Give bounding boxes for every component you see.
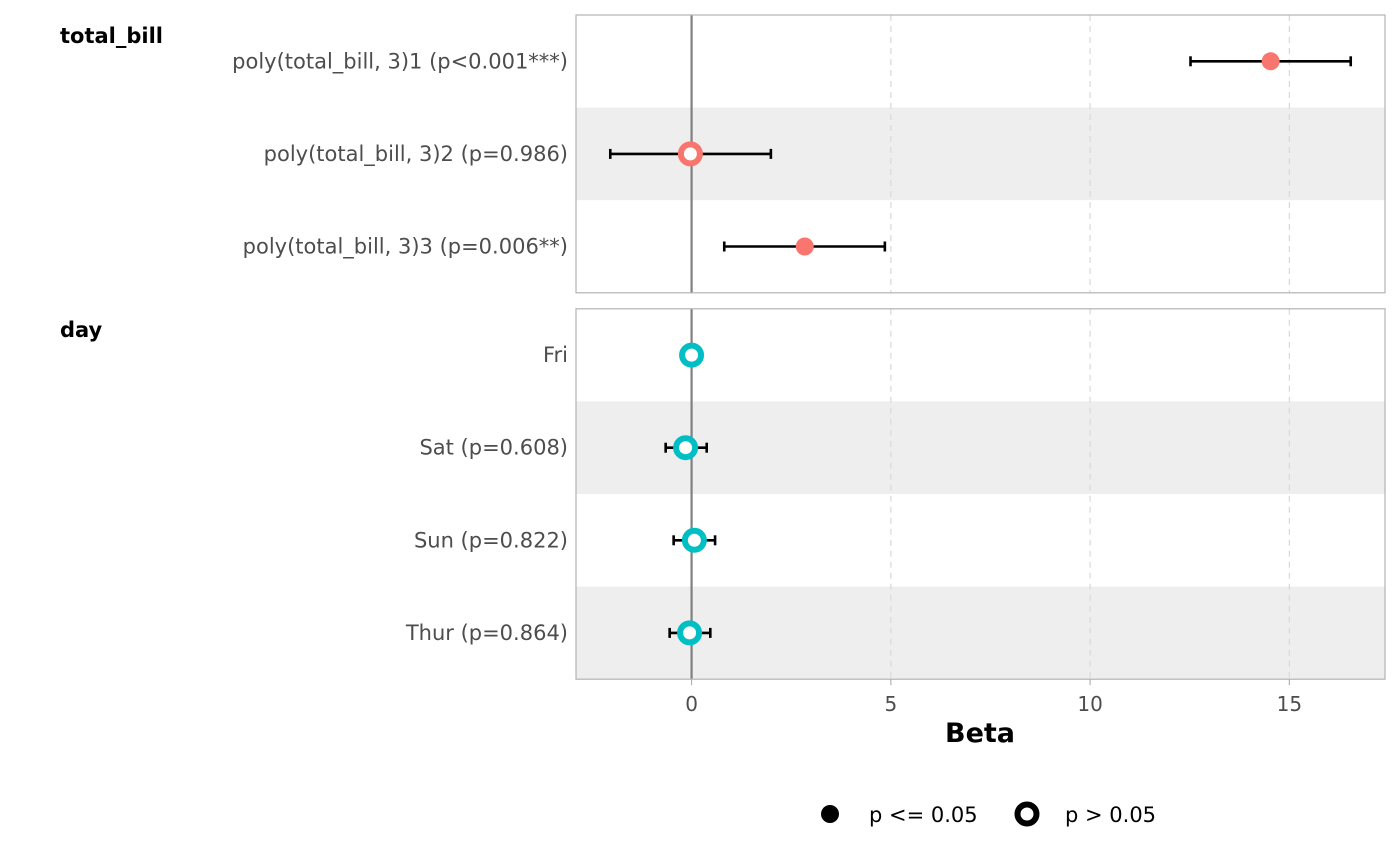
legend: p <= 0.05 p > 0.05	[821, 801, 1156, 827]
x-tick-label: 10	[1077, 692, 1102, 716]
row-label: Sun (p=0.822)	[414, 528, 568, 552]
legend-item: p <= 0.05	[821, 803, 978, 827]
panels-layer: total_bill poly(total_bill, 3)1 (p<0.001*…	[60, 14, 1386, 680]
estimate-point	[795, 237, 814, 256]
estimate-point-open	[679, 342, 705, 368]
estimate-point-open	[681, 527, 707, 553]
panel-border	[575, 14, 1386, 294]
legend-item: p > 0.05	[1014, 801, 1156, 827]
forest-row: Fri	[543, 342, 705, 368]
estimate-point-open	[673, 435, 699, 461]
estimate-point-open	[677, 620, 703, 646]
row-label: poly(total_bill, 3)1 (p<0.001***)	[232, 49, 568, 74]
legend-label: p <= 0.05	[869, 803, 978, 827]
x-tick-label: 0	[685, 692, 698, 716]
group-title: day	[60, 318, 103, 342]
x-tick-label: 15	[1277, 692, 1302, 716]
x-axis: 0 5 10 15	[685, 679, 1302, 716]
legend-label: p > 0.05	[1065, 803, 1156, 827]
forest-row: poly(total_bill, 3)3 (p=0.006**)	[243, 235, 887, 260]
x-axis-title: Beta	[945, 718, 1015, 749]
row-label: Thur (p=0.864)	[405, 621, 568, 645]
group-title: total_bill	[60, 24, 163, 48]
estimate-point-open	[677, 141, 703, 167]
estimate-point	[1261, 52, 1280, 71]
panel-total_bill: total_bill poly(total_bill, 3)1 (p<0.001*…	[60, 14, 1386, 294]
legend-filled-dot-icon	[821, 805, 839, 823]
forest-row: Sat (p=0.608)	[419, 435, 709, 461]
forest-row: poly(total_bill, 3)2 (p=0.986)	[264, 141, 773, 167]
panel-border	[575, 308, 1386, 680]
legend-open-dot-icon	[1014, 801, 1040, 827]
x-tick-label: 5	[884, 692, 897, 716]
row-label: Sat (p=0.608)	[419, 436, 568, 460]
forest-row: Thur (p=0.864)	[405, 620, 712, 646]
panel-day: day Fri Sat (p=0.608) Sun (p=0.822) Thur (p=…	[60, 308, 1386, 680]
row-label: Fri	[543, 343, 568, 367]
row-label: poly(total_bill, 3)3 (p=0.006**)	[243, 235, 568, 260]
row-label: poly(total_bill, 3)2 (p=0.986)	[264, 142, 568, 167]
forest-row: Sun (p=0.822)	[414, 527, 717, 553]
row-stripe	[576, 401, 1385, 494]
forest-row: poly(total_bill, 3)1 (p<0.001***)	[232, 49, 1353, 74]
